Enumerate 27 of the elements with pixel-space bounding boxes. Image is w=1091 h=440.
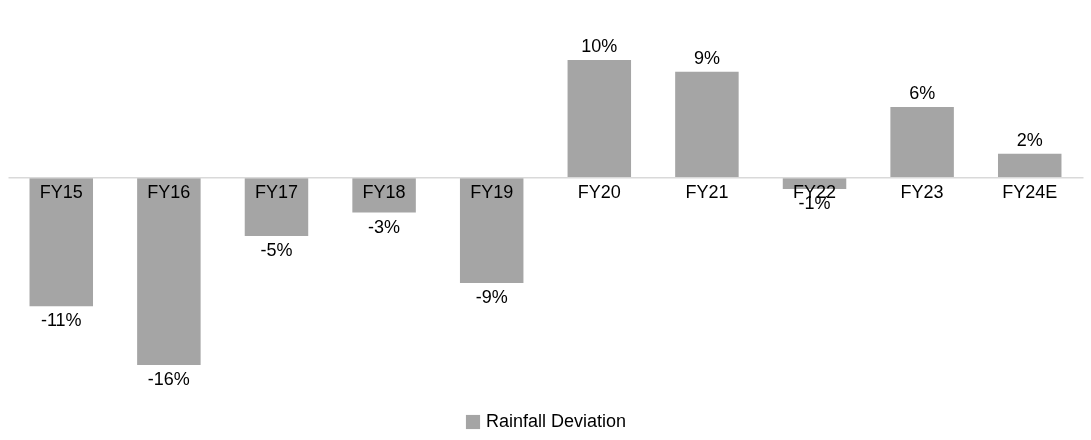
data-label: 10% (581, 36, 618, 56)
x-tick-label: FY21 (685, 181, 729, 202)
bar (997, 153, 1062, 178)
x-tick-label: FY18 (362, 181, 406, 202)
data-label: 6% (909, 82, 936, 103)
bar (459, 177, 524, 283)
bar (29, 177, 94, 307)
data-label: 2% (1016, 129, 1043, 150)
x-tick-label: FY16 (147, 181, 191, 202)
bar (675, 71, 739, 178)
bar (567, 60, 632, 178)
x-tick-label: FY17 (254, 181, 298, 202)
x-tick-label: FY19 (470, 181, 514, 202)
x-tick-label: FY15 (39, 181, 83, 202)
x-tick-label: FY20 (577, 181, 621, 202)
data-label: 9% (693, 47, 720, 68)
data-label: -9% (475, 286, 508, 307)
legend-label: Rainfall Deviation (486, 411, 627, 431)
bar (890, 106, 954, 178)
x-tick-label: FY24E (1002, 181, 1058, 202)
data-label: -5% (260, 239, 293, 260)
bar (244, 177, 309, 236)
data-label: -3% (368, 216, 401, 237)
data-label: -16% (147, 369, 190, 389)
data-label: -11% (40, 310, 82, 331)
x-tick-label: FY23 (900, 181, 944, 202)
bar (137, 177, 201, 365)
